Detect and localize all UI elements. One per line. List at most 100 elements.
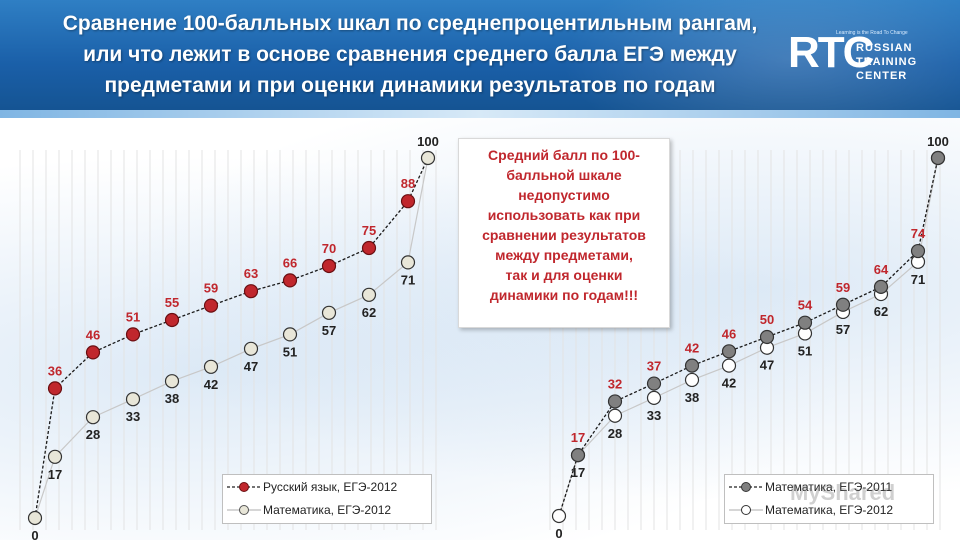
rtc-logo: RTC Learning is the Road To Change RUSSI… — [788, 28, 948, 92]
left-dashed-point-2 — [85, 345, 101, 360]
left-dashed-label-5: 59 — [204, 281, 218, 296]
legend-left-label-1: Русский язык, ЕГЭ-2012 — [263, 480, 398, 494]
left-solid-label-7: 51 — [283, 344, 297, 359]
left-dashed-point-10 — [400, 194, 416, 209]
note-line-5: сравнении результатов — [482, 227, 646, 243]
left-dashed-label-7: 66 — [283, 255, 297, 270]
note-line-8: динамики по годам!!! — [489, 287, 639, 303]
header: Сравнение 100-балльных шкал по среднепро… — [0, 0, 960, 118]
right-dashed-point-5 — [721, 344, 737, 359]
legend-right-label-2: Математика, ЕГЭ-2012 — [765, 503, 894, 517]
logo-tagline: Learning is the Road To Change — [836, 30, 908, 36]
left-dashed-label-9: 75 — [362, 223, 376, 238]
legend-right-row-1: Математика, ЕГЭ-2011 — [725, 477, 933, 497]
left-dashed-point-3 — [125, 327, 141, 342]
legend-left-label-2: Математика, ЕГЭ-2012 — [263, 503, 392, 517]
logo-line-3: CENTER — [856, 70, 908, 82]
legend-left-row-1: Русский язык, ЕГЭ-2012 — [223, 477, 431, 497]
left-solid-label-6: 47 — [244, 359, 258, 374]
right-dashed-point-4 — [684, 358, 700, 373]
right-dashed-label-1: 17 — [571, 430, 585, 445]
left-solid-point-6 — [243, 341, 259, 356]
legend-left-row-2: Математика, ЕГЭ-2012 — [223, 500, 431, 520]
left-solid-point-4 — [164, 374, 180, 389]
header-band — [0, 110, 960, 118]
left-series-dashed-line — [34, 157, 429, 519]
legend-left-swatch-2 — [227, 505, 261, 515]
left-solid-point-3 — [125, 392, 141, 407]
legend-right-row-2: Математика, ЕГЭ-2012 — [725, 500, 933, 520]
right-dashed-point-2 — [607, 394, 623, 409]
right-dashed-point-3 — [646, 376, 662, 391]
right-dashed-point-10 — [910, 243, 926, 259]
left-dashed-point-8 — [321, 258, 337, 274]
left-dashed-label-8: 70 — [322, 241, 336, 256]
right-dashed-label-7: 54 — [798, 298, 813, 313]
note-line-7: так и для оценки — [505, 267, 623, 283]
page-title: Сравнение 100-балльных шкал по среднепро… — [40, 8, 780, 101]
right-series-dashed-line — [558, 157, 939, 517]
right-dashed-label-2: 32 — [608, 376, 622, 391]
right-dashed-point-7 — [797, 315, 813, 330]
right-dashed-label-6: 50 — [760, 312, 774, 327]
left-dashed-point-1 — [47, 381, 63, 396]
legend-right-swatch-1 — [729, 482, 763, 492]
left-solid-label-11: 100 — [417, 134, 439, 149]
right-solid-label-10: 71 — [911, 272, 925, 287]
title-line-3: предметами и при оценки динамики результ… — [104, 74, 716, 97]
left-solid-point-5 — [203, 359, 219, 374]
left-solid-label-10: 71 — [401, 272, 415, 287]
right-solid-point-5 — [721, 358, 737, 373]
right-dashed-point-9 — [873, 279, 889, 294]
right-dashed-label-5: 46 — [722, 326, 736, 341]
warning-note-text: Средний балл по 100- балльной шкале недо… — [465, 145, 663, 305]
watermark: MyShared — [790, 480, 896, 505]
right-solid-label-3: 33 — [647, 408, 661, 423]
legend-right: Математика, ЕГЭ-2011 Математика, ЕГЭ-201… — [724, 474, 934, 524]
title-line-1: Сравнение 100-балльных шкал по среднепро… — [62, 12, 758, 35]
right-solid-label-7: 51 — [798, 343, 812, 358]
left-dashed-point-5 — [203, 298, 219, 313]
left-dashed-label-10: 88 — [401, 176, 415, 191]
legend-left-swatch-1 — [227, 482, 261, 492]
left-dashed-label-1: 36 — [48, 363, 62, 378]
right-dashed-label-4: 42 — [685, 341, 699, 356]
left-solid-point-8 — [321, 305, 337, 320]
note-line-1: Средний балл по 100- — [488, 147, 640, 163]
right-solid-label-6: 47 — [760, 358, 774, 373]
note-line-2: балльной шкале — [506, 167, 622, 183]
left-solid-point-10 — [400, 255, 416, 270]
logo-line-2: TRAINING — [856, 56, 918, 68]
left-solid-point-9 — [361, 287, 377, 302]
left-solid-label-2: 28 — [86, 427, 100, 442]
left-dashed-point-4 — [164, 312, 180, 328]
left-solid-label-4: 38 — [165, 391, 179, 406]
right-solid-label-1: 17 — [571, 465, 585, 480]
right-dashed-label-9: 64 — [874, 262, 889, 277]
note-line-4: использовать как при — [487, 207, 641, 223]
right-solid-point-2 — [607, 408, 623, 423]
right-solid-point-4 — [684, 372, 700, 388]
logo-mark: RTC — [788, 28, 874, 77]
right-solid-label-8: 57 — [836, 322, 850, 337]
left-solid-label-1: 17 — [48, 467, 62, 482]
left-solid-label-9: 62 — [362, 305, 376, 320]
right-dashed-label-10: 74 — [911, 226, 926, 241]
legend-right-swatch-2 — [729, 505, 763, 515]
logo-line-1: RUSSIAN — [856, 42, 913, 54]
right-solid-label-0: 0 — [555, 526, 562, 540]
right-dashed-point-8 — [835, 297, 851, 312]
right-solid-label-9: 62 — [874, 304, 888, 319]
right-solid-label-2: 28 — [608, 426, 622, 441]
note-line-6: между предметами, — [495, 247, 633, 263]
title-line-2: или что лежит в основе сравнения среднег… — [83, 43, 737, 66]
right-solid-label-4: 38 — [685, 390, 699, 405]
right-dashed-point-11 — [930, 150, 946, 166]
right-solid-label-5: 42 — [722, 376, 736, 391]
legend-right-label-1: Математика, ЕГЭ-2011 — [765, 480, 893, 494]
legend-left: Русский язык, ЕГЭ-2012 Математика, ЕГЭ-2… — [222, 474, 432, 524]
right-solid-point-0 — [551, 508, 567, 524]
right-dashed-point-1 — [570, 448, 586, 463]
right-solid-point-3 — [646, 390, 662, 405]
